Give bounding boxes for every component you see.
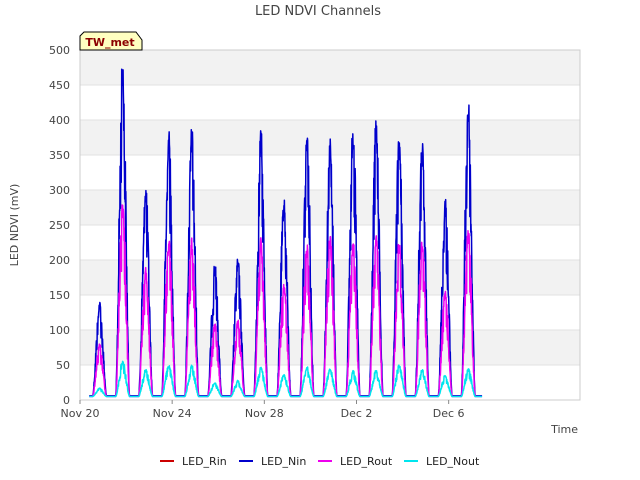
x-tick-label: Nov 24	[153, 407, 192, 420]
plot-frame	[79, 49, 581, 401]
y-tick-label: 350	[49, 149, 70, 162]
x-tick-label: Nov 20	[61, 407, 100, 420]
site-badge-shape	[79, 31, 143, 51]
y-tick-label: 150	[49, 289, 70, 302]
legend: LED_Rin LED_Nin LED_Rout LED_Nout	[160, 455, 480, 468]
series-line-led-nout	[88, 360, 483, 398]
y-tick-label: 450	[49, 79, 70, 92]
series-layer	[88, 68, 483, 398]
y-axis-ticks: 0 50 100 150 200 250 300 350 400 450 500	[49, 44, 70, 407]
site-badge: TW_met	[79, 31, 143, 51]
grid-band	[80, 330, 580, 365]
chart-title: LED NDVI Channels	[255, 4, 381, 19]
legend-entry: LED_Rin	[182, 455, 227, 468]
x-tick-label: Dec 2	[341, 407, 373, 420]
legend-entry: LED_Nout	[426, 455, 480, 468]
y-tick-label: 100	[49, 324, 70, 337]
y-tick-label: 200	[49, 254, 70, 267]
y-tick-label: 400	[49, 114, 70, 127]
x-tick-label: Dec 6	[433, 407, 465, 420]
legend-entry: LED_Rout	[340, 455, 393, 468]
grid-band	[80, 50, 580, 85]
site-label: TW_met	[85, 36, 134, 49]
legend-entry: LED_Nin	[261, 455, 306, 468]
x-axis-label: Time	[550, 423, 578, 436]
x-axis-ticks: Nov 20 Nov 24 Nov 28 Dec 2 Dec 6	[61, 400, 465, 420]
y-axis-label: LED NDVI (mV)	[8, 184, 21, 267]
y-tick-label: 300	[49, 184, 70, 197]
y-tick-label: 0	[63, 394, 70, 407]
y-tick-label: 50	[56, 359, 70, 372]
y-tick-label: 250	[49, 219, 70, 232]
grid-band	[80, 190, 580, 225]
grid-band	[80, 260, 580, 295]
x-tick-label: Nov 28	[245, 407, 284, 420]
y-tick-label: 500	[49, 44, 70, 57]
